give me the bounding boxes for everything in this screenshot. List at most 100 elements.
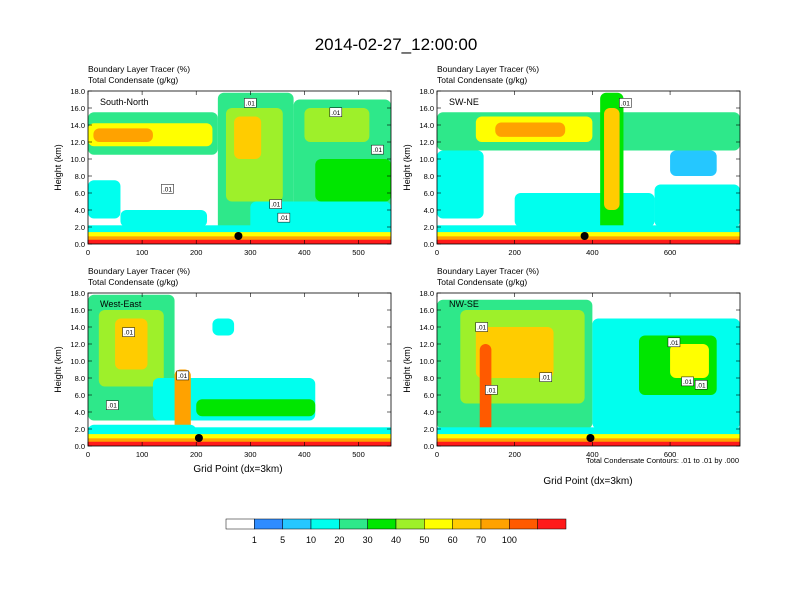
colorbar-label: 1 — [252, 535, 257, 545]
panels: 0.0 2.0 4.0 6.0 8.0 10.0 12.0 14.0 16.0 18.0 0 100 2… — [53, 64, 741, 459]
x-tick-label: 300 — [244, 450, 257, 459]
contour-label: .01 — [163, 186, 172, 193]
panel-subtitle-tracer: Boundary Layer Tracer (%) — [437, 64, 539, 74]
y-tick-label: 6.0 — [424, 189, 434, 198]
y-axis-label: Height (km) — [402, 144, 412, 191]
x-tick-label: 200 — [190, 450, 203, 459]
y-tick-label: 18.0 — [70, 289, 85, 298]
plot-frame — [87, 292, 392, 447]
contour-label-box — [371, 144, 384, 155]
contour-label-box — [485, 385, 498, 395]
tracer-field — [88, 91, 391, 244]
location-marker — [586, 434, 595, 442]
cross-section-label: NW-SE — [449, 299, 479, 309]
y-tick-label: 10.0 — [419, 357, 434, 366]
panel-subtitle-condensate: Total Condensate (g/kg) — [88, 277, 178, 287]
contour-label: .01 — [124, 330, 133, 337]
x-tick-label: 500 — [352, 248, 365, 257]
colorbar-swatch — [424, 518, 453, 530]
colorbar-label: 70 — [476, 535, 486, 545]
y-tick-label: 18.0 — [419, 289, 434, 298]
y-tick-label: 0.0 — [424, 442, 434, 451]
x-tick-label: 300 — [244, 248, 257, 257]
tracer-field — [88, 293, 391, 446]
contour-label-box — [681, 376, 694, 387]
contour-label-box — [106, 400, 119, 410]
x-tick-label: 100 — [136, 450, 149, 459]
y-tick-label: 12.0 — [70, 340, 85, 349]
cross-section-label: South-North — [100, 97, 149, 107]
x-tick-label: 600 — [664, 450, 677, 459]
figure-title: 2014-02-27_12:00:00 — [315, 35, 478, 54]
cloud-region — [88, 180, 121, 219]
y-tick-label: 12.0 — [70, 138, 85, 147]
colorbar-swatch — [254, 518, 283, 530]
y-tick-label: 0.0 — [424, 240, 434, 249]
contour-label-box — [161, 184, 174, 194]
cloud-region — [495, 122, 566, 137]
colorbar-label: 5 — [280, 535, 285, 545]
cloud-region — [234, 116, 262, 159]
contour-label-box — [694, 380, 708, 390]
panel-subtitle-condensate: Total Condensate (g/kg) — [88, 75, 178, 85]
colorbar-label: 50 — [419, 535, 429, 545]
contour-label-box — [667, 337, 681, 348]
y-tick-label: 10.0 — [70, 357, 85, 366]
contour-label: .01 — [271, 202, 280, 209]
x-tick-label: 400 — [586, 248, 599, 257]
cross-section-label: West-East — [100, 299, 142, 309]
colorbar-swatch — [509, 518, 538, 530]
x-tick-label: 0 — [86, 450, 90, 459]
cloud-region — [196, 399, 316, 417]
y-tick-label: 12.0 — [419, 138, 434, 147]
x-tick-label: 0 — [435, 248, 439, 257]
contour-label: .01 — [178, 373, 187, 380]
cross-section-label: SW-NE — [449, 97, 479, 107]
tracer-field — [437, 91, 740, 244]
plot-frame — [87, 90, 392, 245]
y-tick-label: 16.0 — [419, 104, 434, 113]
y-tick-label: 14.0 — [70, 323, 85, 332]
y-tick-label: 4.0 — [75, 408, 85, 417]
y-tick-label: 2.0 — [75, 223, 85, 232]
panel-subtitle-tracer: Boundary Layer Tracer (%) — [88, 64, 190, 74]
tracer-field — [437, 293, 740, 446]
y-tick-label: 16.0 — [70, 104, 85, 113]
cloud-region — [670, 150, 717, 176]
contour-label: .01 — [683, 379, 692, 386]
y-tick-label: 2.0 — [75, 425, 85, 434]
contour-label: .01 — [621, 100, 630, 107]
plot-frame — [436, 292, 741, 447]
y-tick-label: 2.0 — [424, 425, 434, 434]
contour-label: .01 — [669, 340, 678, 347]
colorbar-label: 100 — [502, 535, 517, 545]
colorbar-swatch — [225, 518, 255, 530]
y-tick-label: 6.0 — [75, 391, 85, 400]
y-tick-label: 8.0 — [424, 172, 434, 181]
x-tick-label: 0 — [435, 450, 439, 459]
cloud-region — [514, 193, 655, 227]
colorbar-swatch — [452, 518, 482, 530]
contour-label-box — [122, 327, 135, 337]
x-tick-label: 400 — [586, 450, 599, 459]
y-tick-label: 14.0 — [419, 121, 434, 130]
cloud-region — [120, 210, 208, 227]
contour-label: .01 — [108, 403, 117, 410]
contour-label: .01 — [279, 215, 288, 222]
cloud-region — [315, 159, 391, 202]
colorbar: 1 5 10 20 30 40 50 60 70 100 — [225, 518, 567, 545]
y-tick-label: 4.0 — [75, 206, 85, 215]
boundary-layer-band — [437, 239, 740, 244]
panel-south-north: 0.0 2.0 4.0 6.0 8.0 10.0 12.0 14.0 16.0 18.0 0 100 2… — [53, 64, 392, 257]
x-tick-label: 400 — [298, 248, 311, 257]
colorbar-swatch — [395, 518, 425, 530]
contour-label: .01 — [246, 100, 255, 107]
location-marker — [580, 232, 589, 240]
contour-note: Total Condensate Contours: .01 to .01 by… — [586, 456, 739, 465]
y-tick-label: 16.0 — [419, 306, 434, 315]
colorbar-label: 40 — [391, 535, 401, 545]
y-axis-label: Height (km) — [402, 346, 412, 393]
y-tick-label: 8.0 — [424, 374, 434, 383]
cloud-region — [115, 318, 148, 370]
colorbar-swatch — [537, 518, 567, 530]
